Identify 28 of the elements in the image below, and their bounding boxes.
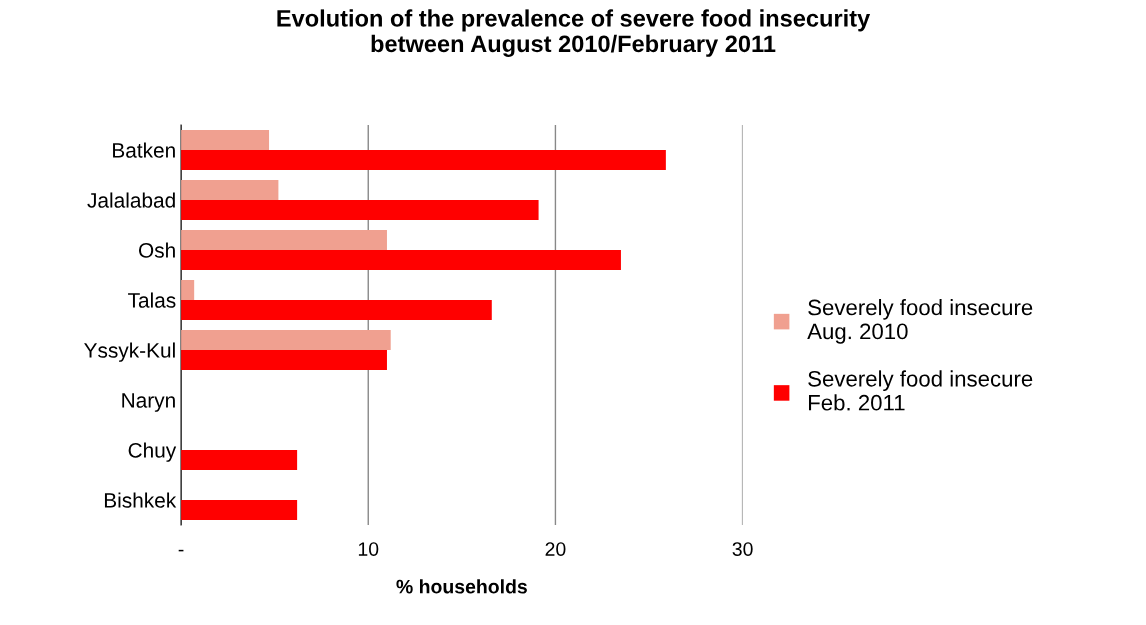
bar	[181, 250, 621, 270]
legend-label: Severely food insecure Feb. 2011	[808, 370, 1033, 411]
y-tick-label: Chuy	[128, 442, 177, 462]
bar	[181, 330, 391, 350]
legend-label: Severely food insecure Aug. 2010	[807, 299, 1033, 344]
bar	[181, 300, 492, 320]
x-tick-label: 30	[732, 542, 753, 556]
y-tick-label: Bishkek	[104, 492, 177, 508]
bar	[181, 280, 195, 300]
bar	[181, 150, 666, 170]
x-tick-label: -	[178, 549, 184, 552]
y-tick-label: Talas	[128, 292, 176, 308]
y-tick-label: Osh	[138, 242, 175, 258]
bar	[181, 230, 387, 250]
bar	[181, 350, 387, 370]
bar	[181, 500, 298, 520]
bar	[181, 450, 298, 470]
x-tick-label: 10	[358, 542, 379, 556]
bar	[181, 200, 539, 220]
x-axis-title: % households	[396, 579, 527, 594]
chart-title: Evolution of the prevalence of severe food insecurity between August 2010/February 2011	[277, 9, 871, 57]
y-tick-label: Jalalabad	[87, 192, 175, 208]
y-tick-label: Naryn	[122, 393, 175, 412]
y-tick-label: Batken	[113, 142, 175, 158]
bar	[181, 180, 279, 200]
bar	[181, 130, 270, 150]
y-tick-label: Yssyk-Kul	[84, 342, 175, 362]
x-tick-label: 20	[545, 542, 566, 556]
